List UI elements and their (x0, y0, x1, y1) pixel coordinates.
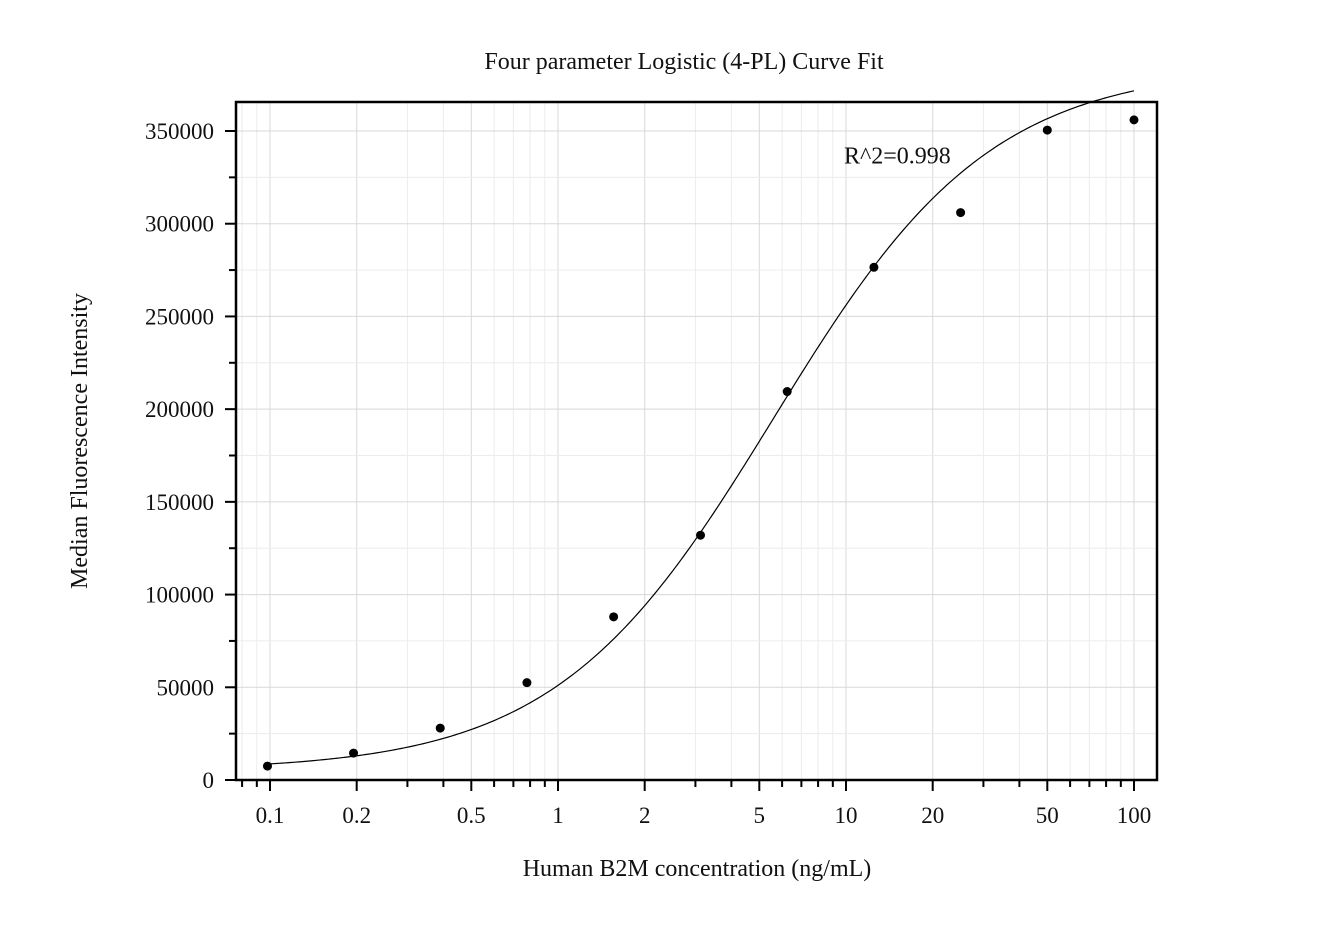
data-point (609, 612, 619, 622)
data-point (349, 748, 359, 758)
data-point (782, 387, 792, 397)
axis-ticks (225, 130, 1135, 791)
data-point (435, 723, 445, 733)
x-tick-label: 2 (639, 803, 651, 828)
data-point (262, 761, 272, 771)
x-tick-label: 10 (835, 803, 858, 828)
chart-title: Four parameter Logistic (4-PL) Curve Fit (484, 49, 884, 75)
y-axis-title: Median Fluorescence Intensity (67, 293, 93, 589)
x-tick-labels: 0.1 0.2 0.5 1 2 5 10 20 50 100 (256, 803, 1152, 828)
y-tick-label: 150000 (145, 490, 214, 515)
x-tick-label: 20 (921, 803, 944, 828)
x-tick-label: 5 (754, 803, 766, 828)
data-point (522, 678, 532, 688)
data-points (262, 115, 1139, 771)
y-tick-label: 250000 (145, 304, 214, 329)
y-tick-label: 300000 (145, 212, 214, 237)
x-tick-label: 0.2 (342, 803, 371, 828)
y-tick-labels: 0 50000 100000 150000 200000 250000 300000 3500… (145, 119, 214, 793)
data-point (1042, 125, 1052, 135)
x-tick-label: 1 (552, 803, 564, 828)
fit-curve-group (267, 90, 1135, 765)
x-tick-label: 0.1 (256, 803, 285, 828)
x-axis-title: Human B2M concentration (ng/mL) (523, 856, 872, 882)
x-tick-label: 100 (1117, 803, 1152, 828)
data-point (696, 530, 706, 540)
x-tick-label: 50 (1036, 803, 1059, 828)
grid (236, 102, 1157, 781)
y-tick-label: 0 (203, 768, 215, 793)
y-tick-label: 50000 (157, 675, 215, 700)
data-point (956, 208, 966, 218)
y-tick-label: 200000 (145, 397, 214, 422)
y-tick-label: 350000 (145, 119, 214, 144)
r-squared-annotation: R^2=0.998 (844, 144, 951, 170)
y-tick-label: 100000 (145, 583, 214, 608)
fit-curve (267, 90, 1135, 765)
data-point (869, 262, 879, 272)
data-point (1129, 115, 1139, 125)
x-tick-label: 0.5 (457, 803, 486, 828)
plot-frame (234, 100, 1159, 782)
